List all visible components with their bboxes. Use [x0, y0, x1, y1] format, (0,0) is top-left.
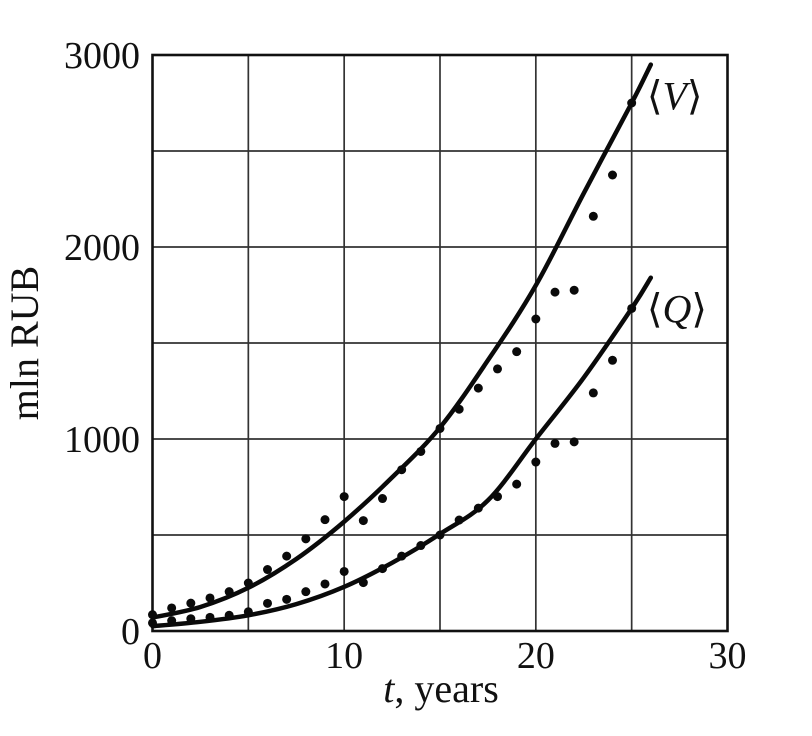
- data-point-Q: [550, 438, 560, 448]
- data-point-Q: [167, 616, 177, 626]
- data-point-Q: [627, 303, 637, 313]
- data-point-V: [186, 598, 196, 608]
- x-tick-label: 10: [325, 635, 363, 677]
- data-point-V: [205, 593, 215, 603]
- data-point-V: [301, 534, 311, 544]
- data-point-Q: [148, 618, 157, 628]
- y-tick-label: 1000: [64, 419, 140, 461]
- data-point-V: [454, 404, 464, 414]
- data-point-Q: [358, 578, 368, 588]
- x-axis-title-variable: t: [383, 666, 395, 711]
- data-point-Q: [493, 492, 502, 502]
- data-point-Q: [224, 610, 234, 620]
- data-point-Q: [320, 579, 330, 589]
- curve-label-V: ⟨V⟩: [647, 74, 703, 119]
- x-axis-title-unit: , years: [394, 666, 498, 711]
- data-point-Q: [512, 479, 522, 489]
- data-point-Q: [397, 551, 407, 561]
- data-point-V: [569, 285, 579, 295]
- data-point-V: [435, 423, 445, 433]
- fit-curve-Q: [150, 275, 654, 629]
- x-tick-labels: 0 10 20 30: [143, 635, 747, 677]
- data-point-V: [608, 170, 617, 180]
- data-points: [148, 98, 637, 628]
- x-axis-title: t, years: [383, 666, 499, 711]
- data-point-V: [416, 446, 426, 456]
- data-point-Q: [531, 457, 541, 467]
- data-point-Q: [608, 355, 617, 365]
- curve-label-Q: ⟨Q⟩: [647, 287, 707, 332]
- y-tick-label: 0: [121, 611, 140, 653]
- angle-bracket-left: ⟨: [647, 287, 663, 332]
- x-tick-label: 30: [709, 635, 747, 677]
- data-point-V: [263, 565, 272, 575]
- data-point-Q: [588, 388, 598, 398]
- data-point-V: [339, 492, 349, 502]
- data-point-V: [493, 364, 502, 374]
- data-point-V: [378, 494, 387, 504]
- y-axis-title: mln RUB: [2, 266, 47, 420]
- data-point-V: [550, 287, 560, 297]
- data-point-V: [588, 211, 598, 221]
- data-point-V: [627, 98, 637, 108]
- curve-label-letter: V: [662, 74, 691, 119]
- data-point-Q: [243, 607, 253, 617]
- curve-label-letter: Q: [662, 287, 691, 332]
- x-tick-label: 20: [517, 635, 555, 677]
- data-point-Q: [205, 612, 215, 622]
- data-point-Q: [435, 530, 445, 540]
- data-point-Q: [282, 594, 292, 604]
- data-point-Q: [416, 541, 426, 551]
- data-point-Q: [454, 515, 464, 525]
- data-point-V: [358, 516, 368, 526]
- data-point-Q: [569, 437, 579, 447]
- angle-bracket-right: ⟩: [687, 74, 703, 119]
- data-point-V: [243, 578, 253, 588]
- data-point-Q: [301, 587, 311, 597]
- fit-curves: [150, 62, 654, 629]
- grid: [151, 54, 729, 632]
- curve-labels: ⟨V⟩⟨Q⟩: [647, 74, 707, 332]
- data-point-Q: [263, 598, 272, 608]
- data-point-V: [320, 515, 330, 525]
- data-point-V: [512, 347, 522, 357]
- data-point-Q: [186, 614, 196, 624]
- y-tick-label: 2000: [64, 227, 140, 269]
- data-point-V: [397, 465, 407, 475]
- data-point-V: [282, 551, 292, 561]
- y-tick-label: 3000: [64, 35, 140, 77]
- data-point-V: [531, 314, 541, 324]
- data-point-Q: [339, 566, 349, 576]
- data-point-V: [224, 587, 234, 597]
- y-tick-labels: 0 1000 2000 3000: [64, 35, 140, 653]
- angle-bracket-left: ⟨: [647, 74, 663, 119]
- angle-bracket-right: ⟩: [691, 287, 707, 332]
- data-point-Q: [378, 564, 387, 574]
- data-point-V: [148, 610, 157, 620]
- plot-border: [151, 53, 729, 633]
- x-tick-label: 0: [143, 635, 162, 677]
- data-point-V: [167, 603, 177, 613]
- data-point-V: [473, 383, 483, 393]
- data-point-Q: [473, 503, 483, 513]
